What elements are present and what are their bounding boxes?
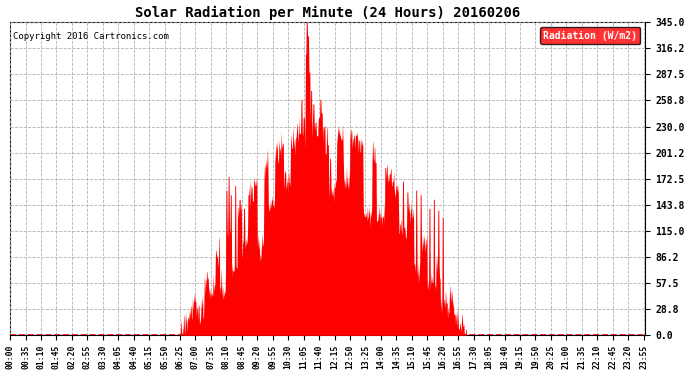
Text: Copyright 2016 Cartronics.com: Copyright 2016 Cartronics.com — [13, 32, 169, 40]
Legend: Radiation (W/m2): Radiation (W/m2) — [540, 27, 640, 44]
Title: Solar Radiation per Minute (24 Hours) 20160206: Solar Radiation per Minute (24 Hours) 20… — [135, 6, 520, 20]
